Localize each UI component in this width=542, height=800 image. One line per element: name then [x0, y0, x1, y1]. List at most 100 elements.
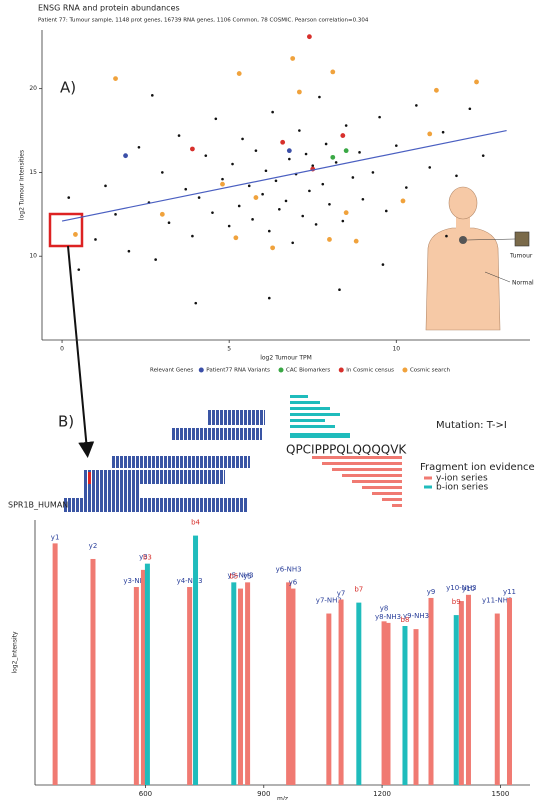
peak-label: b7 [354, 586, 363, 594]
peak-label: y10 [462, 585, 475, 593]
spectrum-peak [326, 613, 332, 785]
scatter-point [441, 130, 445, 134]
spectrum-peak [237, 588, 243, 785]
scatter-point [343, 210, 349, 216]
spectrum-peak [494, 613, 500, 785]
x-tick-label: 5 [227, 346, 231, 353]
legend-label: CAC Biomarkers [286, 368, 330, 374]
scatter-point [306, 34, 312, 40]
scatter-point [191, 234, 194, 238]
y-ion-coverage [312, 456, 402, 507]
scatter-point [190, 146, 195, 152]
peak-label: y6 [289, 579, 298, 587]
x-tick-label: 600 [139, 790, 152, 798]
scatter-point [94, 238, 97, 241]
scatter-point [343, 148, 349, 154]
peak-label: y3 [139, 553, 148, 561]
arrow [67, 245, 95, 458]
scatter-point [233, 235, 239, 241]
scatter-point [338, 288, 341, 292]
scatter-point [127, 249, 131, 253]
spectrum-peak [453, 615, 459, 785]
peak-label: y6-NH3 [276, 565, 302, 573]
scatter-point [428, 166, 432, 169]
peak-label: y3-NH3 [123, 577, 149, 585]
chart-subtitle: Patient 77: Tumour sample, 1148 prot gen… [38, 18, 369, 24]
scatter-point [324, 142, 328, 146]
x-tick-label: 900 [257, 790, 270, 798]
scatter-point [334, 161, 338, 164]
scatter-point [468, 107, 472, 111]
scatter-point [194, 301, 198, 305]
peak-label: y2 [89, 542, 98, 550]
mutation-label: Mutation: T->I [436, 420, 507, 431]
body-illustration [425, 186, 530, 331]
scatter-point [113, 76, 118, 81]
scatter-point [301, 214, 305, 218]
spectrum-peak [193, 535, 199, 785]
spectrum-peak [402, 626, 408, 785]
spectrum-peak [338, 599, 344, 785]
scatter-point [204, 154, 208, 157]
scatter-point [241, 137, 244, 141]
scatter-point [296, 89, 302, 95]
peak-label: y9 [427, 588, 436, 596]
legend-swatch [402, 367, 408, 373]
figure-label: Tumour [509, 253, 533, 260]
legend-swatch [338, 367, 344, 373]
peptide-sequence: QPCIPPPQLQQQQVK [286, 443, 407, 457]
scatter-point [77, 268, 81, 271]
figure-label: Normal [512, 280, 534, 287]
x-tick-label: 1500 [492, 790, 510, 798]
scatter-point [330, 154, 336, 160]
scatter-point [481, 154, 485, 157]
peak-label: b4 [191, 519, 200, 527]
scatter-point [197, 196, 201, 199]
scatter-point [361, 197, 365, 201]
x-tick-label: 0 [60, 346, 64, 353]
scatter-point [291, 241, 294, 245]
scatter-point [288, 157, 291, 161]
scatter-point [270, 245, 276, 251]
scatter-point [227, 224, 231, 228]
peak-label: y8 [380, 604, 389, 612]
scatter-point [327, 237, 332, 242]
scatter-point [137, 145, 141, 149]
peak-label: y11 [503, 588, 516, 596]
scatter-point [161, 171, 164, 174]
peak-label: y5-NH3 [227, 572, 253, 580]
scatter-point [474, 79, 479, 85]
spectrum-peak [187, 587, 193, 785]
peak-label: y11-NH3 [482, 597, 513, 605]
scatter-point [415, 104, 418, 107]
peak-label: b9 [452, 598, 461, 606]
scatter-point [267, 296, 271, 300]
trend-line [61, 129, 507, 222]
scatter-point [384, 209, 388, 213]
scatter-point [261, 192, 264, 196]
x-axis-title: m/z [277, 796, 288, 800]
protein-label: SPR1B_HUMAN [8, 501, 68, 510]
y-axis-title: log2 Tumour Intensities [19, 150, 26, 220]
scatter-point [341, 219, 345, 223]
spectrum-peak [465, 594, 471, 785]
scatter-point [159, 211, 165, 217]
scatter-point [280, 139, 286, 145]
scatter-point [236, 71, 242, 76]
legend-label: Patient77 RNA Variants [206, 368, 270, 374]
peak-label: y9-NH3 [403, 612, 429, 620]
spectrum-peak [413, 629, 419, 785]
x-tick-label: 1200 [373, 790, 391, 798]
scatter-point [314, 223, 318, 226]
spectrum-peak [458, 601, 464, 785]
scatter-point [267, 229, 271, 233]
scatter-point [358, 151, 361, 154]
scatter-point [264, 169, 268, 173]
scatter-point [231, 162, 234, 166]
spectrum-peak [133, 587, 139, 785]
scatter-point [318, 95, 321, 99]
peak-label: y1 [51, 533, 60, 541]
scatter-point [271, 110, 274, 114]
scatter-point [340, 133, 346, 138]
scatter-point [455, 174, 458, 178]
